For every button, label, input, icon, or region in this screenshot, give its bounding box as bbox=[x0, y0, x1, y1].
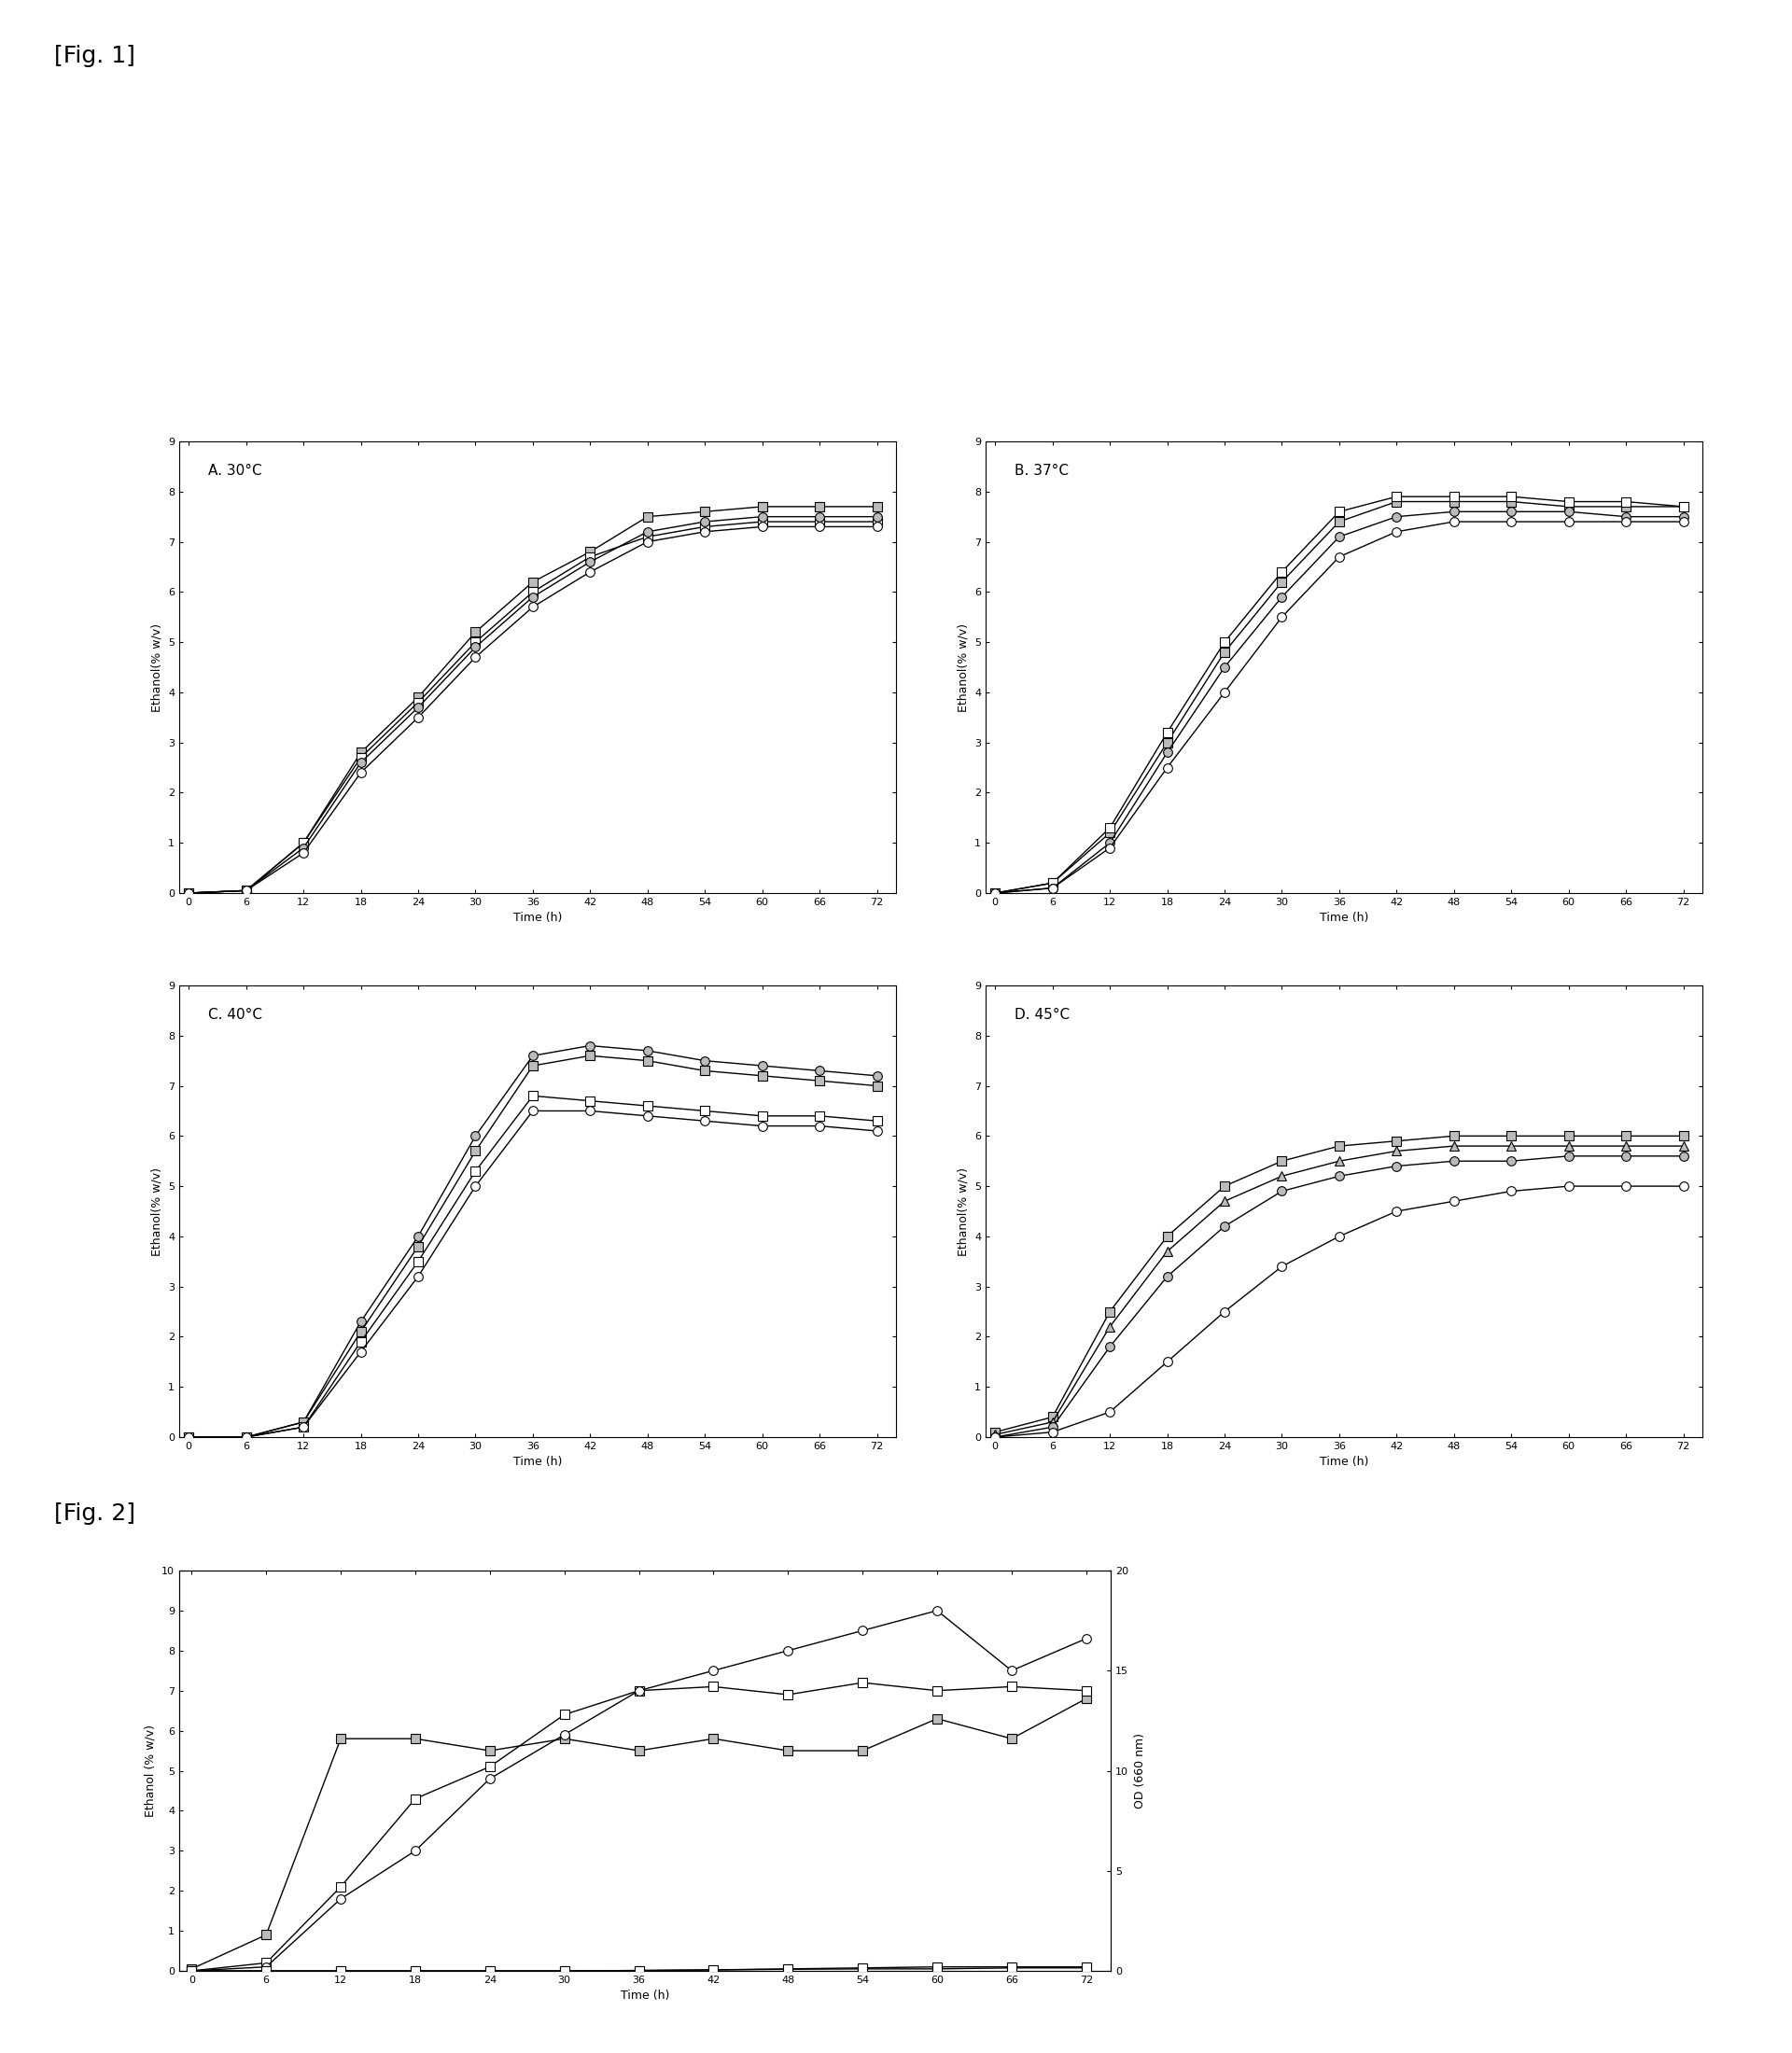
Text: A. 30°C: A. 30°C bbox=[208, 464, 262, 478]
X-axis label: Time (h): Time (h) bbox=[1319, 1456, 1369, 1468]
Y-axis label: Ethanol(% w/v): Ethanol(% w/v) bbox=[151, 622, 163, 712]
Text: C. 40°C: C. 40°C bbox=[208, 1008, 262, 1022]
Y-axis label: Ethanol(% w/v): Ethanol(% w/v) bbox=[957, 622, 969, 712]
Y-axis label: OD (660 nm): OD (660 nm) bbox=[1134, 1733, 1147, 1809]
Text: [Fig. 1]: [Fig. 1] bbox=[54, 45, 134, 68]
Y-axis label: Ethanol (% w/v): Ethanol (% w/v) bbox=[145, 1725, 156, 1817]
Text: [Fig. 2]: [Fig. 2] bbox=[54, 1503, 134, 1525]
Y-axis label: Ethanol(% w/v): Ethanol(% w/v) bbox=[151, 1166, 163, 1256]
X-axis label: Time (h): Time (h) bbox=[513, 1456, 563, 1468]
X-axis label: Time (h): Time (h) bbox=[1319, 912, 1369, 924]
Text: D. 45°C: D. 45°C bbox=[1014, 1008, 1070, 1022]
Text: B. 37°C: B. 37°C bbox=[1014, 464, 1068, 478]
Y-axis label: Ethanol(% w/v): Ethanol(% w/v) bbox=[957, 1166, 969, 1256]
X-axis label: Time (h): Time (h) bbox=[620, 1989, 670, 2002]
X-axis label: Time (h): Time (h) bbox=[513, 912, 563, 924]
